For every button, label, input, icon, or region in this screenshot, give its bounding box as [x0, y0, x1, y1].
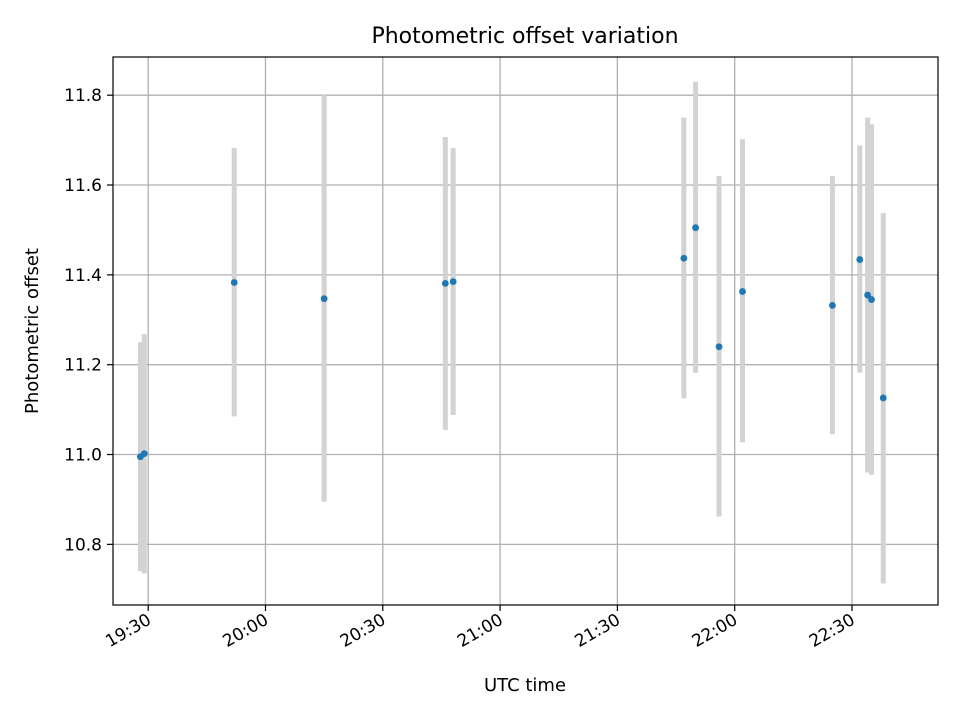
y-tick-label: 11.0: [64, 446, 102, 466]
data-point: [441, 279, 449, 287]
y-tick-label: 11.2: [64, 356, 102, 376]
data-point: [829, 301, 836, 309]
data-point: [449, 278, 457, 285]
data-point: [230, 279, 238, 286]
data-points: [136, 224, 887, 461]
data-point: [680, 254, 688, 262]
data-point: [140, 450, 148, 458]
y-tick-label: 10.8: [64, 535, 102, 555]
x-axis-label: UTC time: [484, 675, 566, 696]
y-axis-label: Photometric offset: [22, 248, 43, 414]
chart-title: Photometric offset variation: [371, 24, 678, 49]
data-point: [864, 291, 872, 299]
grid: [113, 57, 938, 605]
y-tick-label: 11.8: [64, 86, 102, 106]
data-point: [868, 296, 875, 303]
data-point: [320, 295, 328, 303]
y-tick-label: 11.6: [64, 176, 102, 196]
data-point: [715, 343, 723, 351]
data-point: [856, 256, 864, 263]
data-point: [739, 288, 746, 295]
y-axis-ticks: 10.8 11.0 11.2 11.4 11.6 11.8: [64, 86, 113, 555]
data-point: [692, 224, 699, 232]
y-tick-label: 11.4: [64, 266, 102, 286]
data-point: [879, 394, 887, 402]
plot-area-frame: [112, 56, 939, 606]
